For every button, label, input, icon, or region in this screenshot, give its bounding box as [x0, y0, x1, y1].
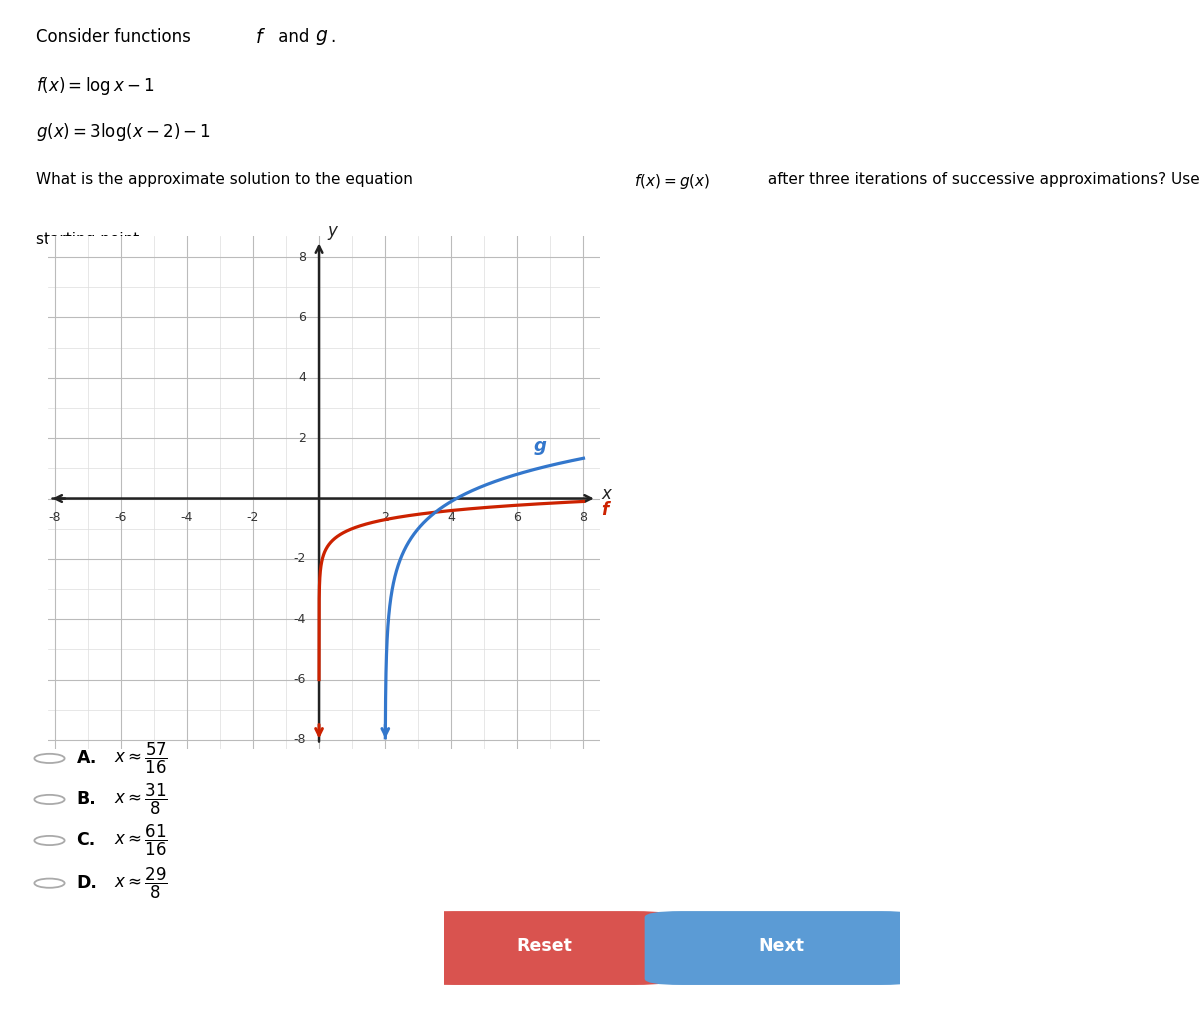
Text: -4: -4: [294, 613, 306, 626]
Text: after three iterations of successive approximations? Use the graph as a: after three iterations of successive app…: [763, 172, 1200, 188]
Text: 4: 4: [298, 371, 306, 385]
Text: 4: 4: [448, 511, 455, 523]
Text: $x \approx \dfrac{57}{16}$: $x \approx \dfrac{57}{16}$: [114, 741, 168, 776]
Text: f: f: [601, 502, 608, 519]
Text: .: .: [330, 28, 335, 46]
Text: 6: 6: [514, 511, 521, 523]
Text: -2: -2: [294, 552, 306, 565]
Text: -2: -2: [247, 511, 259, 523]
Text: -6: -6: [294, 673, 306, 686]
Text: 8: 8: [298, 250, 306, 264]
Text: What is the approximate solution to the equation: What is the approximate solution to the …: [36, 172, 418, 188]
Text: 8: 8: [580, 511, 588, 523]
Text: 2: 2: [382, 511, 389, 523]
Circle shape: [35, 754, 65, 763]
Text: x: x: [601, 485, 612, 503]
Text: $x \approx \dfrac{31}{8}$: $x \approx \dfrac{31}{8}$: [114, 782, 168, 817]
Circle shape: [35, 836, 65, 845]
Circle shape: [35, 795, 65, 804]
Text: Reset: Reset: [516, 938, 572, 955]
Text: y: y: [328, 222, 337, 240]
Text: $x \approx \dfrac{61}{16}$: $x \approx \dfrac{61}{16}$: [114, 823, 168, 858]
Text: B.: B.: [77, 790, 96, 808]
FancyBboxPatch shape: [416, 911, 672, 985]
Text: 6: 6: [298, 311, 306, 324]
Text: $f(x) = \log x - 1$: $f(x) = \log x - 1$: [36, 75, 155, 97]
Text: -8: -8: [293, 734, 306, 747]
Text: -4: -4: [181, 511, 193, 523]
Circle shape: [35, 878, 65, 887]
Text: $x \approx \dfrac{29}{8}$: $x \approx \dfrac{29}{8}$: [114, 866, 168, 901]
FancyBboxPatch shape: [644, 911, 918, 985]
Text: and: and: [274, 28, 314, 46]
Text: $g(x) = 3\log(x - 2) - 1$: $g(x) = 3\log(x - 2) - 1$: [36, 121, 211, 143]
Text: C.: C.: [77, 831, 96, 850]
Text: starting point.: starting point.: [36, 233, 144, 247]
Text: Next: Next: [758, 938, 804, 955]
Text: A.: A.: [77, 749, 97, 767]
Text: $\mathit{f}$: $\mathit{f}$: [254, 28, 266, 47]
Text: D.: D.: [77, 874, 97, 893]
Text: Consider functions: Consider functions: [36, 28, 196, 46]
Text: g: g: [534, 437, 547, 455]
Text: $f(x) = g(x)$: $f(x) = g(x)$: [635, 172, 710, 192]
Text: $\mathit{g}$: $\mathit{g}$: [316, 28, 329, 47]
Text: 2: 2: [298, 432, 306, 444]
Text: -6: -6: [114, 511, 127, 523]
Text: -8: -8: [48, 511, 61, 523]
